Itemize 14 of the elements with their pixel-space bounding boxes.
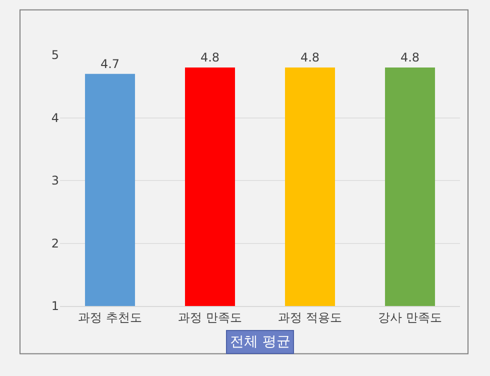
data-label: 4.7 bbox=[100, 56, 120, 71]
x-tick-label: 강사 만족도 bbox=[378, 310, 442, 324]
y-tick-label: 3 bbox=[51, 174, 59, 188]
y-tick-label: 1 bbox=[51, 299, 59, 314]
y-tick-label: 4 bbox=[51, 110, 59, 125]
x-tick-label: 과정 추천도 bbox=[78, 310, 142, 324]
y-tick-label: 2 bbox=[51, 236, 59, 250]
data-label: 4.8 bbox=[300, 50, 320, 65]
text: 전체 평균 bbox=[230, 334, 290, 350]
x-tick-label: 과정 만족도 bbox=[178, 310, 242, 324]
data-label: 4.8 bbox=[200, 50, 220, 65]
x-tick-label: 과정 적용도 bbox=[278, 310, 342, 324]
y-tick-label: 5 bbox=[51, 48, 59, 62]
data-label: 4.8 bbox=[400, 50, 420, 65]
